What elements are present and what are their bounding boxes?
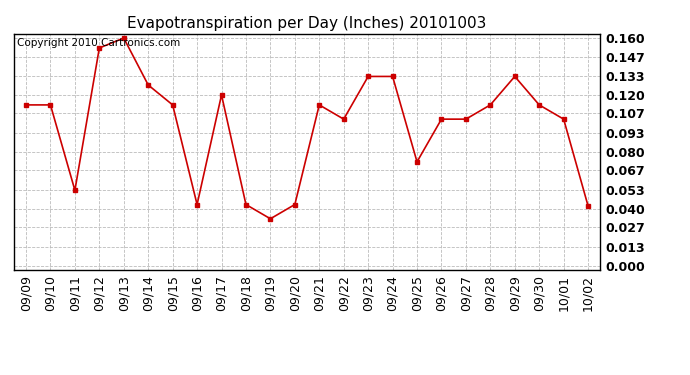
Text: Copyright 2010 Cartronics.com: Copyright 2010 Cartronics.com (17, 39, 180, 48)
Title: Evapotranspiration per Day (Inches) 20101003: Evapotranspiration per Day (Inches) 2010… (128, 16, 486, 31)
